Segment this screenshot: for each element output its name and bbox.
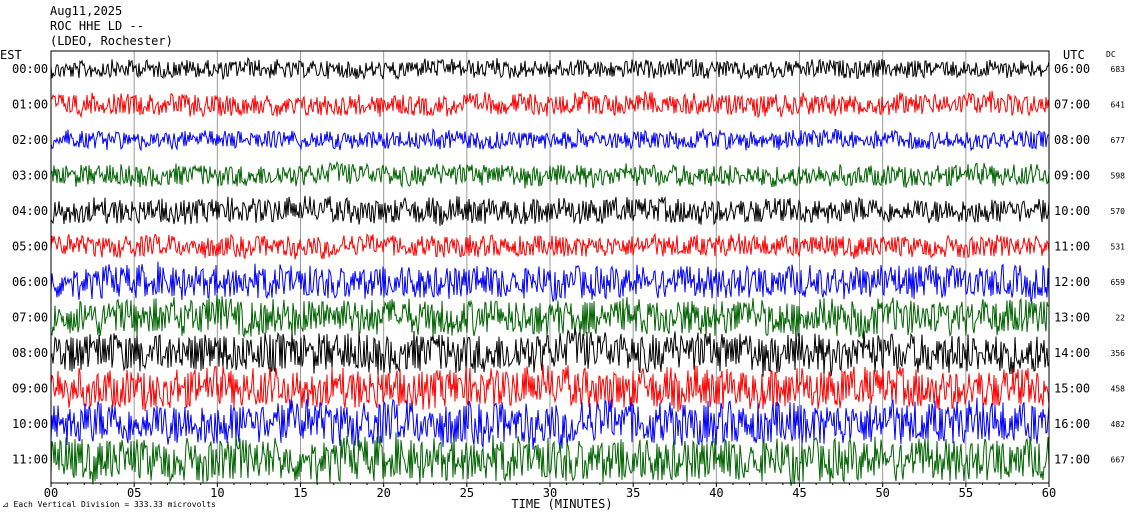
trace-row-0100 [50, 90, 1050, 119]
utc-row-label: 13:00 [1054, 311, 1090, 325]
utc-row-label: 07:00 [1054, 98, 1090, 112]
chart-date: Aug11,2025 [50, 4, 123, 18]
utc-row-label: 11:00 [1054, 240, 1090, 254]
trace-row-0400 [50, 195, 1050, 226]
footnote: ⊿ Each Vertical Division = 333.33 microv… [2, 500, 216, 509]
x-tick-label: 00 [44, 486, 58, 500]
x-tick-label: 40 [709, 486, 723, 500]
dc-value: 531 [1111, 243, 1126, 252]
footnote-eq: = [119, 500, 134, 509]
trace-row-0700 [50, 294, 1050, 339]
dc-value: 458 [1111, 385, 1126, 394]
utc-row-label: 12:00 [1054, 275, 1090, 289]
est-row-label: 01:00 [12, 98, 48, 112]
x-tick-label: 05 [127, 486, 141, 500]
est-row-label: 06:00 [12, 275, 48, 289]
x-tick-label: 30 [543, 486, 557, 500]
footnote-prefix: Each Vertical Division [13, 500, 120, 509]
utc-row-label: 09:00 [1054, 169, 1090, 183]
utc-row-label: 10:00 [1054, 204, 1090, 218]
x-axis-label: TIME (MINUTES) [511, 497, 612, 511]
est-row-label: 10:00 [12, 417, 48, 431]
chart-station: ROC HHE LD -- [50, 19, 144, 33]
est-row-label: 08:00 [12, 346, 48, 360]
utc-row-label: 15:00 [1054, 382, 1090, 396]
utc-row-label: 14:00 [1054, 346, 1090, 360]
est-row-label: 00:00 [12, 62, 48, 76]
trace-row-0200 [50, 127, 1050, 152]
trace-row-0300 [50, 160, 1050, 189]
utc-row-label: 17:00 [1054, 453, 1090, 467]
utc-row-label: 06:00 [1054, 62, 1090, 76]
x-tick-label: 20 [376, 486, 390, 500]
x-tick-label: 25 [460, 486, 474, 500]
dc-value: 667 [1111, 456, 1126, 465]
dc-value: 22 [1115, 314, 1125, 323]
utc-row-label: 08:00 [1054, 133, 1090, 147]
utc-row-label: 16:00 [1054, 417, 1090, 431]
dc-value: 598 [1111, 172, 1126, 181]
trace-row-0500 [50, 232, 1050, 260]
x-tick-label: 10 [210, 486, 224, 500]
trace-row-0900 [50, 364, 1050, 412]
est-row-label: 02:00 [12, 133, 48, 147]
x-tick-label: 55 [959, 486, 973, 500]
trace-row-0000 [50, 56, 1050, 81]
trace-row-0600 [50, 261, 1050, 303]
x-axis: 00 05 10 15 20 25 30 35 40 45 50 55 60 [44, 483, 1056, 500]
est-row-label: 07:00 [12, 311, 48, 325]
footnote-icon: ⊿ [2, 500, 14, 509]
dc-value: 356 [1111, 349, 1126, 358]
x-tick-label: 35 [626, 486, 640, 500]
x-tick-label: 50 [875, 486, 889, 500]
grid [133, 51, 967, 483]
chart-network: (LDEO, Rochester) [50, 34, 173, 48]
dc-value: 641 [1111, 101, 1126, 110]
est-row-label: 09:00 [12, 382, 48, 396]
dc-value: 677 [1111, 136, 1126, 145]
left-zone-label: EST [0, 48, 22, 62]
est-row-label: 03:00 [12, 169, 48, 183]
est-row-label: 05:00 [12, 240, 48, 254]
trace-row-1100 [50, 432, 1050, 486]
x-tick-label: 60 [1042, 486, 1056, 500]
footnote-value: 333.33 microvolts [133, 500, 216, 509]
x-tick-label: 15 [293, 486, 307, 500]
est-row-label: 04:00 [12, 204, 48, 218]
trace-row-1000 [50, 397, 1050, 450]
trace-row-0800 [50, 328, 1050, 377]
dc-value: 683 [1111, 65, 1126, 74]
traces [50, 56, 1050, 486]
dc-value: 659 [1111, 278, 1126, 287]
right-zone-label: UTC [1063, 48, 1085, 62]
dc-header: DC [1106, 50, 1116, 59]
dc-value: 482 [1111, 420, 1126, 429]
row-labels: 00:00 06:00 683 01:00 07:00 641 02:00 08:00 677 0… [12, 62, 1125, 467]
est-row-label: 11:00 [12, 453, 48, 467]
dc-value: 570 [1111, 207, 1126, 216]
x-tick-label: 45 [792, 486, 806, 500]
